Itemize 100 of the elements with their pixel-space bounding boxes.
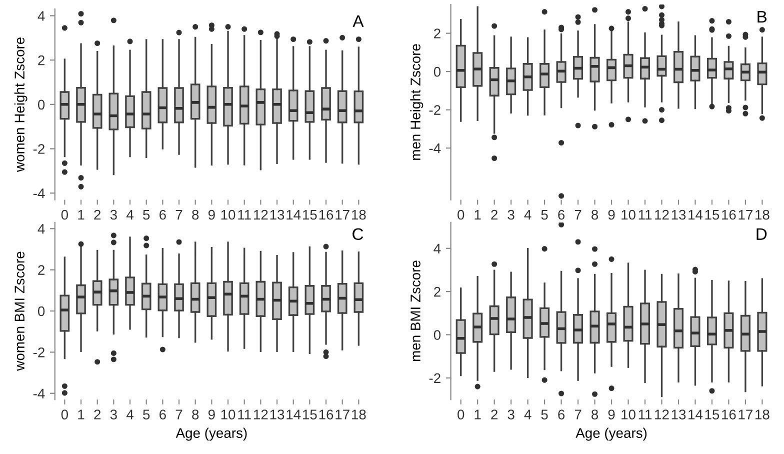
x-tick-label: 3 [508,410,514,420]
y-tick-label: -2 [33,144,44,154]
x-tick-label: 1 [474,210,481,220]
y-axis-title: men BMI Zscore [410,260,420,361]
x-tick-label: 7 [176,210,182,220]
x-tick-label: 5 [143,410,150,420]
y-tick-label: 4 [38,224,45,234]
x-tick-label: 8 [592,410,598,420]
x-tick-label: 0 [61,210,68,220]
x-tick-label: 8 [192,210,199,220]
x-tick-label: 4 [126,410,134,420]
annotation: D [756,228,767,240]
x-tick-label: 15 [303,210,317,220]
x-tick-label: 18 [352,410,366,420]
x-tick-label: 18 [756,410,770,420]
x-tick-label: 12 [254,410,268,420]
x-tick-label: 18 [352,210,366,220]
annotation: A [352,15,364,27]
x-tick-label: 4 [524,410,532,420]
x-tick-label: 9 [208,210,215,220]
x-tick-label: 14 [286,410,301,420]
x-tick-label: 5 [541,410,548,420]
x-tick-label: 7 [176,410,182,420]
x-tick-label: 12 [254,210,268,220]
x-tick-label: 16 [319,410,334,420]
x-tick-label: 11 [638,410,652,420]
x-tick-label: 16 [319,210,334,220]
x-tick-label: 4 [126,210,134,220]
annotation: B [758,11,767,22]
y-tick-label: -4 [429,144,441,154]
x-tick-label: 17 [336,410,350,420]
x-tick-label: 3 [110,410,117,420]
x-tick-label: 7 [574,410,582,420]
x-tick-label: 17 [738,410,752,420]
x-tick-label: 14 [688,410,703,420]
x-tick-label: 10 [622,410,636,420]
x-tick-label: 1 [474,410,481,420]
y-tick-label: 4 [434,244,441,254]
y-tick-label: 2 [434,286,440,297]
y-axis-title: men Height Zscore [410,44,424,160]
x-axis-title: Age (years) [176,428,247,441]
x-tick-label: 5 [143,210,150,220]
y-tick-label: 2 [38,55,44,66]
x-tick-label: 17 [738,210,752,220]
x-tick-label: 11 [238,210,251,220]
y-axis-title: women BMI Zscore [14,252,25,371]
y-tick-label: -4 [33,188,45,198]
x-tick-label: 10 [221,410,236,420]
y-tick-label: 2 [434,28,440,38]
x-tick-label: 16 [722,210,736,220]
x-tick-label: 13 [270,210,284,220]
y-tick-label: -2 [33,348,44,358]
x-tick-label: 11 [238,410,251,420]
x-tick-label: 9 [608,210,615,220]
x-tick-label: 2 [491,410,498,420]
x-tick-label: 14 [688,210,703,220]
x-tick-label: 13 [672,210,686,220]
x-tick-label: 1 [78,410,84,420]
x-tick-label: 11 [638,210,652,220]
x-tick-label: 13 [270,410,284,420]
x-tick-label: 9 [608,410,615,420]
x-tick-label: 0 [458,410,464,420]
y-tick-label: 4 [38,11,45,21]
x-tick-label: 6 [558,210,565,220]
x-axis-title: Age (years) [576,428,647,441]
y-tick-label: 0 [434,66,441,77]
x-tick-label: 8 [192,410,199,420]
x-tick-label: 9 [208,410,215,420]
x-tick-label: 16 [722,410,736,420]
x-tick-label: 10 [622,210,636,220]
x-tick-label: 3 [110,210,117,220]
x-tick-label: 17 [336,210,350,220]
x-tick-label: 15 [705,410,720,420]
y-axis-title: women Height Zscore [14,37,28,172]
x-tick-label: 2 [491,210,498,220]
x-tick-label: 15 [303,410,317,420]
annotation: C [352,228,364,240]
x-tick-label: 18 [756,210,770,220]
x-tick-label: 3 [508,210,514,220]
x-tick-label: 0 [458,210,464,220]
x-tick-label: 8 [592,210,598,220]
x-tick-label: 6 [160,410,166,420]
x-tick-label: 4 [524,210,532,220]
x-tick-label: 6 [558,410,565,420]
x-tick-label: 14 [286,210,301,220]
x-tick-label: 7 [574,210,582,220]
y-tick-label: -2 [429,105,440,115]
x-tick-label: 10 [221,210,236,220]
x-tick-label: 13 [672,410,686,420]
x-tick-label: 2 [94,410,101,420]
y-tick-label: 0 [38,306,45,316]
x-tick-label: 15 [705,210,720,220]
x-tick-label: 6 [160,210,166,220]
y-tick-label: 0 [434,330,441,340]
x-tick-label: 1 [78,210,84,220]
y-tick-label: 2 [38,265,44,275]
y-tick-label: -2 [429,373,440,383]
y-tick-label: 0 [38,100,45,110]
x-tick-label: 12 [655,210,669,220]
x-tick-label: 12 [655,410,669,420]
